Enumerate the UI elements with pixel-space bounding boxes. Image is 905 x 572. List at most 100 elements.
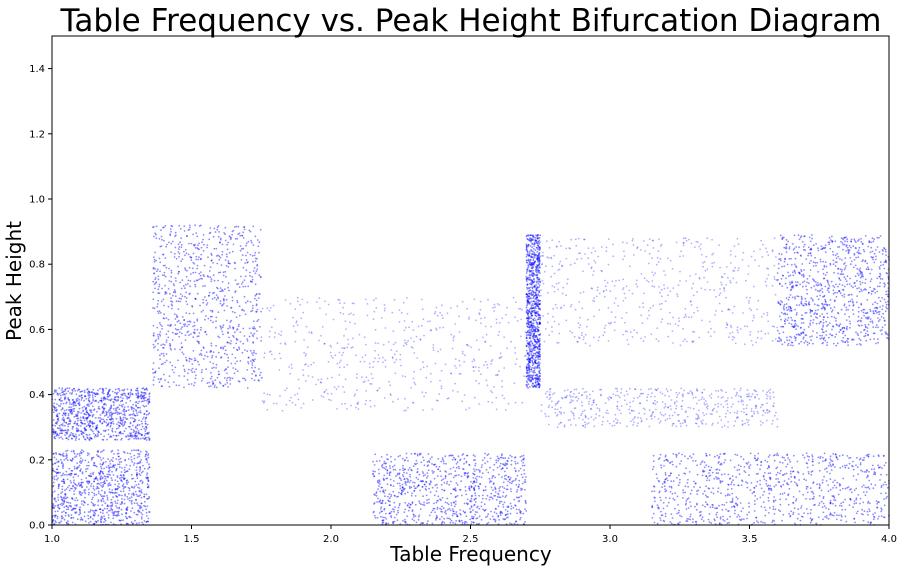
scatter-point bbox=[142, 470, 144, 473]
scatter-point bbox=[252, 225, 255, 228]
scatter-point bbox=[64, 514, 67, 517]
scatter-point bbox=[145, 416, 148, 419]
scatter-point bbox=[169, 347, 172, 350]
scatter-point bbox=[68, 504, 71, 507]
scatter-point bbox=[73, 507, 76, 510]
scatter-point bbox=[70, 459, 73, 462]
scatter-point bbox=[535, 330, 537, 333]
scatter-point bbox=[272, 304, 275, 307]
scatter-point bbox=[403, 488, 406, 491]
scatter-point bbox=[76, 417, 79, 420]
scatter-point bbox=[154, 370, 157, 373]
scatter-point bbox=[538, 263, 541, 266]
scatter-point bbox=[121, 480, 123, 483]
scatter-point bbox=[104, 482, 106, 485]
scatter-point bbox=[61, 438, 64, 440]
scatter-point bbox=[536, 330, 539, 333]
scatter-point bbox=[396, 482, 399, 485]
scatter-point bbox=[411, 320, 414, 323]
scatter-point bbox=[202, 238, 204, 241]
scatter-point bbox=[56, 420, 59, 423]
scatter-point bbox=[226, 248, 229, 251]
scatter-point bbox=[538, 374, 541, 377]
scatter-point bbox=[141, 391, 144, 394]
scatter-point bbox=[307, 365, 310, 367]
scatter-point bbox=[57, 496, 59, 499]
scatter-point bbox=[142, 392, 145, 394]
scatter-point bbox=[394, 495, 396, 497]
scatter-point bbox=[109, 414, 111, 417]
scatter-point bbox=[196, 319, 199, 322]
scatter-point bbox=[187, 229, 190, 232]
scatter-point bbox=[107, 395, 110, 398]
scatter-point bbox=[537, 254, 539, 257]
scatter-point bbox=[222, 385, 225, 387]
scatter-point bbox=[526, 340, 528, 342]
scatter-point bbox=[116, 488, 119, 490]
scatter-point bbox=[182, 285, 185, 287]
scatter-point bbox=[238, 346, 240, 349]
scatter-point bbox=[534, 291, 537, 294]
scatter-point bbox=[186, 325, 189, 328]
scatter-point bbox=[83, 399, 86, 402]
scatter-point bbox=[75, 437, 77, 440]
scatter-point bbox=[65, 458, 67, 460]
scatter-point bbox=[532, 290, 535, 293]
scatter-point bbox=[73, 422, 75, 425]
scatter-point bbox=[193, 384, 195, 387]
scatter-point bbox=[539, 272, 541, 274]
scatter-point bbox=[76, 462, 78, 464]
scatter-point bbox=[436, 516, 438, 518]
scatter-point bbox=[537, 264, 539, 267]
scatter-point bbox=[497, 514, 500, 517]
scatter-point bbox=[483, 457, 486, 459]
scatter-point bbox=[94, 434, 97, 436]
scatter-point bbox=[197, 247, 200, 250]
scatter-point bbox=[484, 485, 487, 488]
scatter-point bbox=[210, 342, 213, 345]
scatter-point bbox=[532, 291, 535, 294]
scatter-point bbox=[256, 330, 258, 332]
scatter-point bbox=[65, 497, 68, 499]
scatter-point bbox=[444, 455, 447, 458]
scatter-point bbox=[89, 511, 92, 513]
scatter-point bbox=[484, 325, 487, 328]
scatter-point bbox=[102, 457, 105, 460]
scatter-point bbox=[152, 362, 155, 364]
scatter-point bbox=[101, 463, 104, 466]
scatter-point bbox=[66, 456, 68, 459]
scatter-point bbox=[235, 316, 238, 318]
scatter-point bbox=[257, 318, 260, 321]
scatter-point bbox=[249, 230, 252, 233]
scatter-point bbox=[268, 351, 271, 353]
scatter-point bbox=[482, 508, 484, 511]
scatter-point bbox=[148, 437, 151, 440]
scatter-point bbox=[385, 462, 387, 464]
scatter-point bbox=[140, 489, 143, 491]
scatter-point bbox=[136, 473, 138, 476]
scatter-point bbox=[303, 338, 305, 341]
scatter-point bbox=[528, 279, 530, 281]
scatter-point bbox=[475, 319, 477, 322]
scatter-point bbox=[106, 424, 109, 426]
scatter-point bbox=[234, 311, 236, 314]
scatter-point bbox=[85, 429, 87, 431]
scatter-point bbox=[538, 334, 541, 336]
scatter-point bbox=[294, 330, 297, 333]
scatter-point bbox=[70, 412, 72, 414]
scatter-point bbox=[137, 437, 140, 439]
scatter-point bbox=[57, 493, 60, 496]
scatter-point bbox=[463, 394, 466, 396]
scatter-point bbox=[111, 413, 113, 415]
scatter-point bbox=[80, 430, 82, 433]
scatter-point bbox=[539, 380, 541, 382]
scatter-point bbox=[519, 307, 522, 310]
scatter-point bbox=[142, 397, 145, 400]
scatter-point bbox=[103, 518, 106, 521]
scatter-point bbox=[181, 258, 184, 260]
scatter-point bbox=[223, 377, 226, 379]
scatter-point bbox=[501, 486, 504, 488]
scatter-point bbox=[114, 388, 117, 391]
scatter-point bbox=[492, 489, 494, 491]
scatter-point bbox=[96, 392, 98, 395]
